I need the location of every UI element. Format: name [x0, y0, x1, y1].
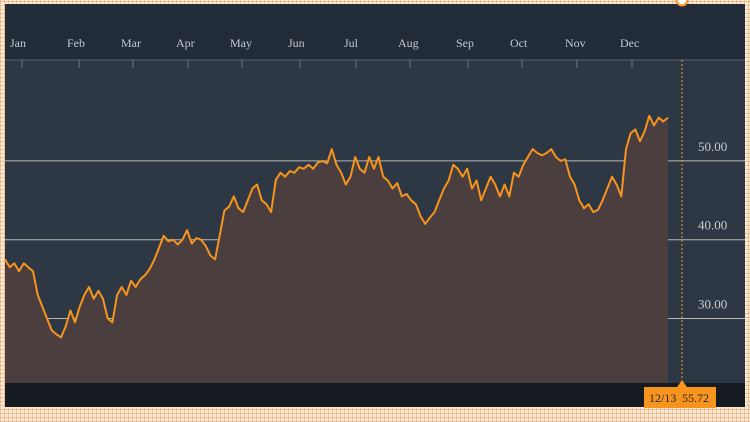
price-line	[4, 114, 669, 339]
month-label-aug: Aug	[398, 36, 419, 50]
month-label-sep: Sep	[456, 36, 474, 50]
y-tick-label: 40.00	[698, 218, 727, 233]
month-label-apr: Apr	[176, 36, 195, 50]
y-tick-label: 30.00	[698, 297, 727, 312]
month-label-jun: Jun	[288, 36, 305, 50]
tooltip-pointer	[677, 380, 688, 387]
month-ticks: Jan Feb Mar Apr May Jun Jul Aug Sep Oct Nov Dec	[10, 36, 639, 68]
month-label-nov: Nov	[565, 36, 586, 50]
tooltip-box	[644, 387, 717, 408]
latest-point-marker[interactable]	[675, 0, 689, 7]
bottom-axis-strip	[5, 383, 745, 407]
month-label-jan: Jan	[10, 36, 26, 50]
month-label-feb: Feb	[67, 36, 85, 50]
month-label-dec: Dec	[620, 36, 639, 50]
tooltip-value: 55.72	[682, 391, 709, 405]
month-axis-bar	[5, 4, 745, 60]
month-label-may: May	[230, 36, 252, 50]
y-tick-label: 50.00	[698, 139, 727, 154]
price-area-fill	[5, 115, 668, 384]
month-label-mar: Mar	[121, 36, 141, 50]
tooltip-date: 12/13	[649, 391, 676, 405]
y-axis-labels: 30.00 40.00 50.00	[698, 139, 727, 312]
date-tooltip: 12/13 55.72	[644, 380, 717, 408]
month-label-oct: Oct	[510, 36, 528, 50]
month-label-jul: Jul	[344, 36, 359, 50]
